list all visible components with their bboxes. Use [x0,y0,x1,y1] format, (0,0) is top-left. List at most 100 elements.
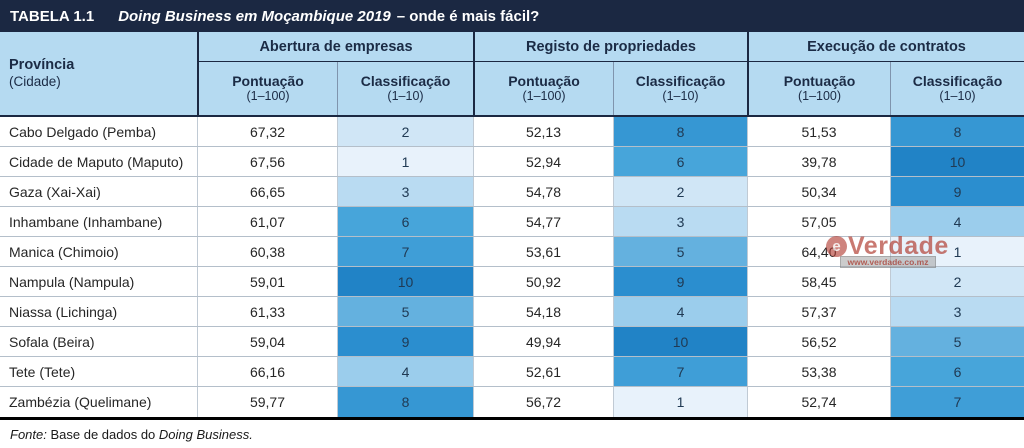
execucao-score-cell: 57,05 [747,207,890,236]
table-bottom-rule [0,417,1024,420]
table-row: Gaza (Xai-Xai) 66,65 3 54,78 2 50,34 9 [0,177,1024,207]
registo-score-cell: 50,92 [473,267,613,296]
table-row: Cidade de Maputo (Maputo) 67,56 1 52,94 … [0,147,1024,177]
abertura-rank-cell: 6 [337,207,473,236]
province-cell: Zambézia (Quelimane) [9,394,152,410]
subheader-abertura-rank: Classificação (1–10) [337,62,473,115]
table-row: Zambézia (Quelimane) 59,77 8 56,72 1 52,… [0,387,1024,417]
abertura-rank-cell: 5 [337,297,473,326]
execucao-score-cell: 53,38 [747,357,890,386]
registo-rank-cell: 4 [613,297,747,326]
table-row: Sofala (Beira) 59,04 9 49,94 10 56,52 5 [0,327,1024,357]
abertura-score-cell: 59,04 [197,327,337,356]
table-row: Manica (Chimoio) 60,38 7 53,61 5 64,40 1 [0,237,1024,267]
abertura-score-cell: 67,32 [197,117,337,146]
registo-rank-cell: 9 [613,267,747,296]
registo-score-cell: 49,94 [473,327,613,356]
abertura-rank-cell: 1 [337,147,473,176]
registo-score-cell: 53,61 [473,237,613,266]
province-cell: Inhambane (Inhambane) [9,213,163,230]
execucao-score-cell: 57,37 [747,297,890,326]
abertura-score-cell: 61,07 [197,207,337,236]
execucao-rank-cell: 5 [890,327,1024,356]
registo-rank-cell: 1 [613,387,747,417]
province-cell: Sofala (Beira) [9,333,95,350]
registo-rank-cell: 6 [613,147,747,176]
abertura-rank-cell: 8 [337,387,473,417]
province-column-header: Província (Cidade) [0,32,197,115]
table-row: Tete (Tete) 66,16 4 52,61 7 53,38 6 [0,357,1024,387]
province-header-line2: (Cidade) [9,74,61,90]
execucao-rank-cell: 6 [890,357,1024,386]
abertura-score-cell: 67,56 [197,147,337,176]
execucao-score-cell: 50,34 [747,177,890,206]
table-number: TABELA 1.1 [10,7,95,25]
registo-score-cell: 54,77 [473,207,613,236]
execucao-rank-cell: 1 [890,237,1024,266]
registo-rank-cell: 8 [613,117,747,146]
abertura-rank-cell: 9 [337,327,473,356]
abertura-rank-cell: 7 [337,237,473,266]
execucao-rank-cell: 7 [890,387,1024,417]
abertura-score-cell: 60,38 [197,237,337,266]
execucao-score-cell: 51,53 [747,117,890,146]
registo-rank-cell: 2 [613,177,747,206]
subheader-abertura-score: Pontuação (1–100) [197,62,337,115]
execucao-rank-cell: 9 [890,177,1024,206]
registo-rank-cell: 7 [613,357,747,386]
registo-score-cell: 52,61 [473,357,613,386]
table-header: Província (Cidade) Abertura de empresas … [0,32,1024,117]
execucao-rank-cell: 4 [890,207,1024,236]
group-header-abertura: Abertura de empresas [197,32,473,62]
province-cell: Tete (Tete) [9,363,76,380]
subheader-execucao-score: Pontuação (1–100) [747,62,890,115]
registo-score-cell: 52,94 [473,147,613,176]
abertura-score-cell: 59,77 [197,387,337,417]
abertura-rank-cell: 10 [337,267,473,296]
table-title-rest: – onde é mais fácil? [396,7,540,25]
province-header-line1: Província [9,57,75,74]
group-header-registo: Registo de propriedades [473,32,747,62]
table-row: Cabo Delgado (Pemba) 67,32 2 52,13 8 51,… [0,117,1024,147]
registo-score-cell: 54,18 [473,297,613,326]
table-title-italic: Doing Business em Moçambique 2019 [118,7,391,25]
abertura-score-cell: 66,65 [197,177,337,206]
execucao-score-cell: 39,78 [747,147,890,176]
source-note: Fonte: Base de dados do Doing Business. [0,420,1024,448]
execucao-score-cell: 64,40 [747,237,890,266]
source-text: Base de dados do [46,426,159,442]
abertura-rank-cell: 2 [337,117,473,146]
subheader-registo-score: Pontuação (1–100) [473,62,613,115]
registo-score-cell: 54,78 [473,177,613,206]
province-cell: Cabo Delgado (Pemba) [9,123,157,140]
province-cell: Niassa (Lichinga) [9,303,118,320]
registo-score-cell: 56,72 [473,387,613,417]
registo-rank-cell: 3 [613,207,747,236]
subheader-execucao-rank: Classificação (1–10) [890,62,1024,115]
registo-rank-cell: 10 [613,327,747,356]
execucao-rank-cell: 8 [890,117,1024,146]
group-header-execucao: Execução de contratos [747,32,1024,62]
execucao-score-cell: 56,52 [747,327,890,356]
province-cell: Gaza (Xai-Xai) [9,183,101,200]
source-db-name: Doing Business. [158,426,253,442]
registo-rank-cell: 5 [613,237,747,266]
table-body: Cabo Delgado (Pemba) 67,32 2 52,13 8 51,… [0,117,1024,417]
province-cell: Cidade de Maputo (Maputo) [9,153,184,170]
table-row: Nampula (Nampula) 59,01 10 50,92 9 58,45… [0,267,1024,297]
abertura-rank-cell: 4 [337,357,473,386]
table-title: Doing Business em Moçambique 2019 – onde… [118,8,539,25]
abertura-score-cell: 66,16 [197,357,337,386]
table-row: Niassa (Lichinga) 61,33 5 54,18 4 57,37 … [0,297,1024,327]
execucao-score-cell: 58,45 [747,267,890,296]
abertura-score-cell: 59,01 [197,267,337,296]
execucao-rank-cell: 3 [890,297,1024,326]
province-cell: Nampula (Nampula) [9,273,135,290]
execucao-rank-cell: 2 [890,267,1024,296]
province-cell: Manica (Chimoio) [9,243,119,260]
source-label: Fonte: [10,426,47,442]
abertura-score-cell: 61,33 [197,297,337,326]
table-title-bar: TABELA 1.1 Doing Business em Moçambique … [0,0,1024,32]
subheader-registo-rank: Classificação (1–10) [613,62,747,115]
